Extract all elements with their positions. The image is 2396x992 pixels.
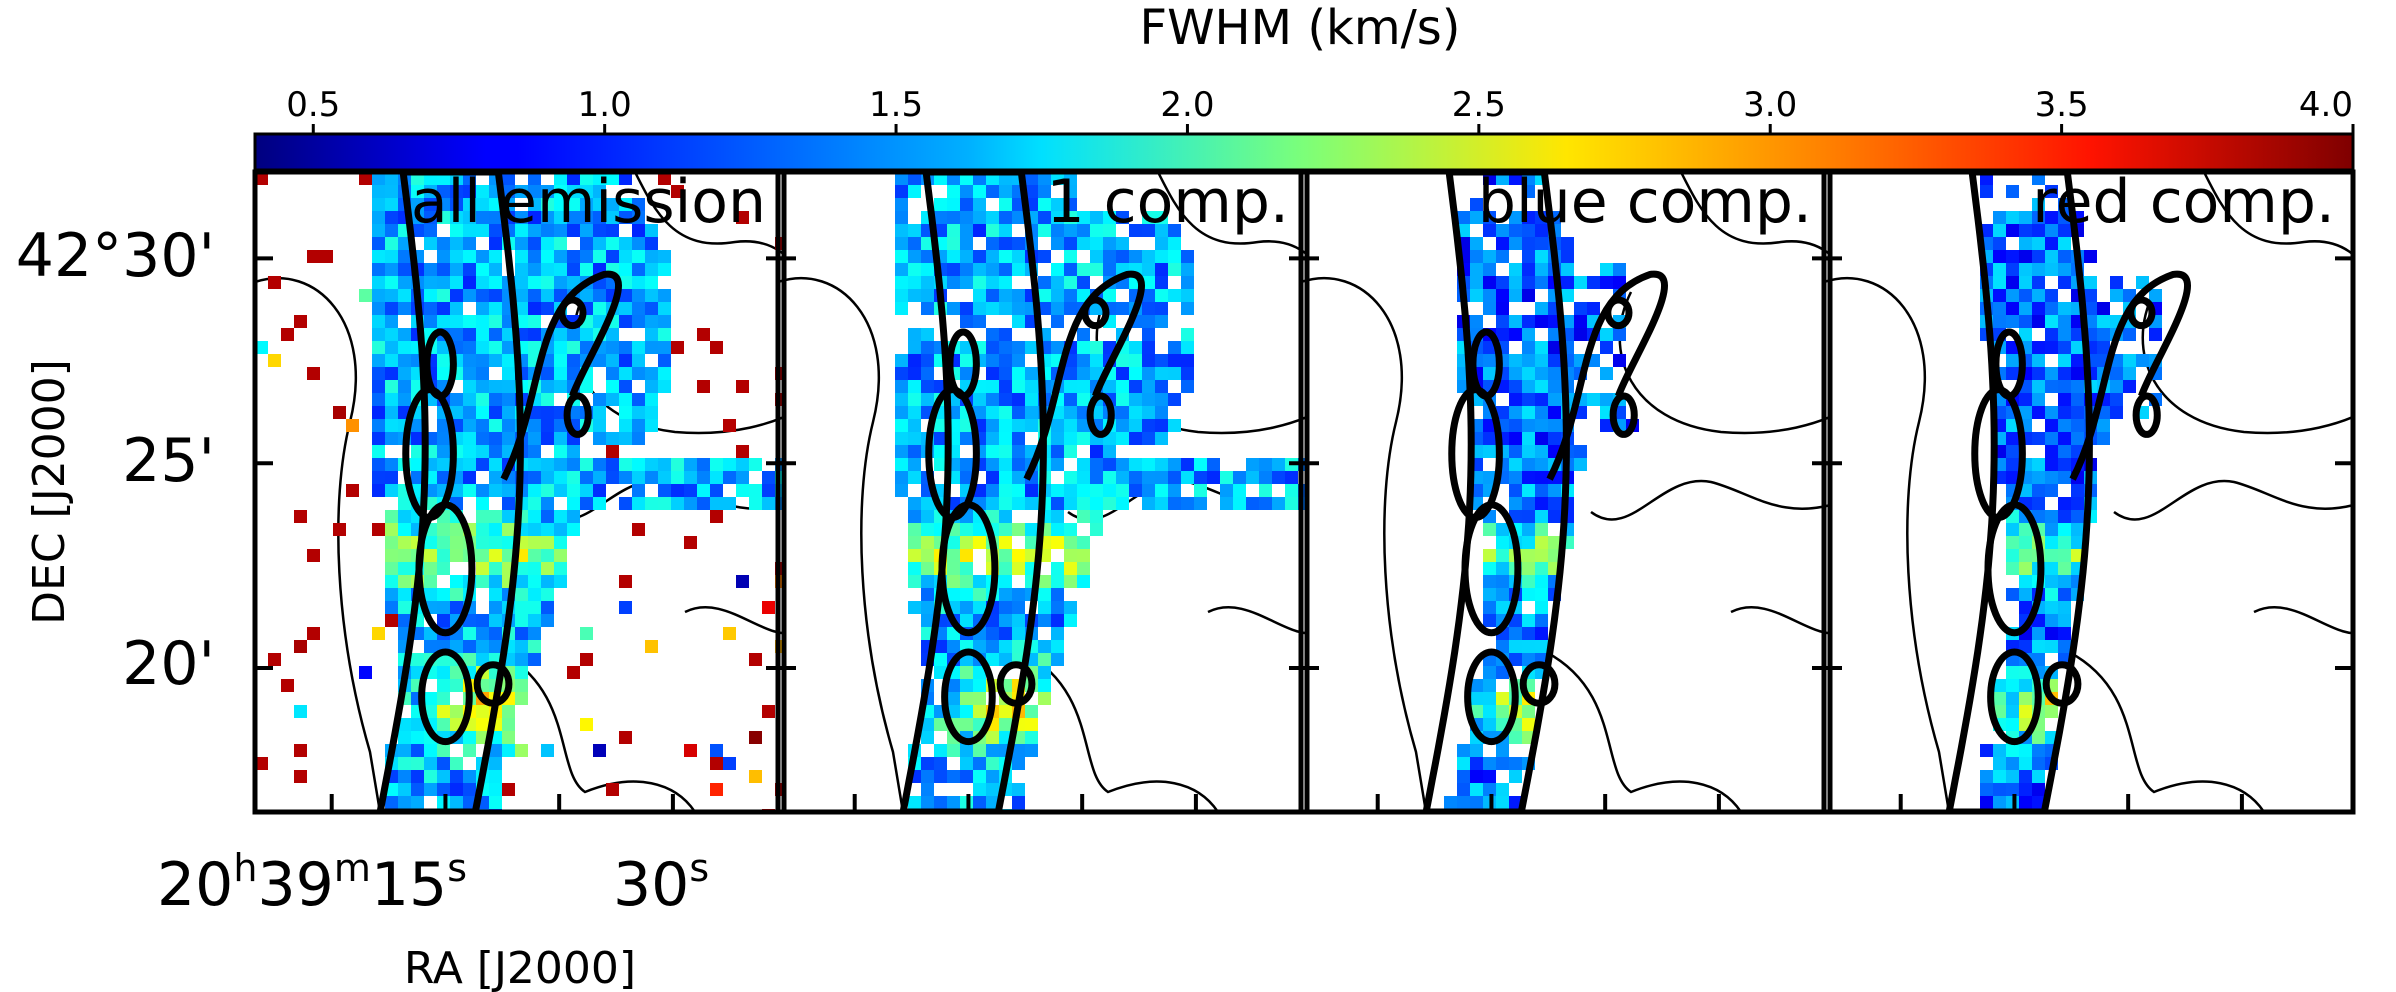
svg-text:30s: 30s <box>613 846 709 920</box>
colorbar-tick-label: 0.5 <box>286 85 340 125</box>
colorbar-label: FWHM (km/s) <box>1139 0 1460 56</box>
y-tick-label-30: 42°30' <box>16 221 215 291</box>
low-level-contours <box>1301 172 1830 812</box>
colorbar-tick-label: 2.0 <box>1160 85 1214 125</box>
colorbar-ticks: 0.5 1.0 1.5 2.0 2.5 3.0 3.5 4.0 <box>286 85 2355 134</box>
y-tick-label-20: 20' <box>122 629 215 699</box>
x-axis-label: RA [J2000] <box>404 943 636 992</box>
colorbar-tick-label: 2.5 <box>1452 85 1506 125</box>
low-level-contours <box>1824 172 2353 812</box>
panel-frame <box>1298 169 1833 815</box>
panel-frame <box>1821 169 2356 815</box>
high-level-contours <box>1422 172 1668 812</box>
panel-frame <box>775 169 1310 815</box>
colorbar-gradient <box>253 132 2355 172</box>
high-level-contours <box>899 172 1145 812</box>
colorbar-tick-label: 1.0 <box>578 85 632 125</box>
high-level-contours <box>1945 172 2191 812</box>
panel-title: 1 comp. <box>1046 167 1289 237</box>
panel-ticks <box>1824 256 2353 812</box>
fwhm-pixel-map <box>895 172 1307 812</box>
y-axis-label: DEC [J2000] <box>24 359 75 625</box>
panel-title: red comp. <box>2032 167 2335 237</box>
map-panels: all emission 1 comp. blue comp. red comp. <box>252 167 2356 815</box>
map-panel: blue comp. <box>1298 167 1833 815</box>
panel-frame <box>252 169 787 815</box>
colorbar-tick-label: 1.5 <box>869 85 923 125</box>
panel-title: blue comp. <box>1478 167 1812 237</box>
colorbar-tick-label: 4.0 <box>2299 85 2353 125</box>
colorbar-tick-label: 3.5 <box>2035 85 2089 125</box>
svg-text:20h39m15s: 20h39m15s <box>157 846 467 920</box>
map-panel: all emission <box>252 167 787 815</box>
map-panel: 1 comp. <box>775 167 1310 815</box>
y-tick-label-25: 25' <box>122 426 215 496</box>
high-level-contours <box>376 172 622 812</box>
map-panel: red comp. <box>1821 167 2356 815</box>
colorbar-tick-label: 3.0 <box>1743 85 1797 125</box>
panel-title: all emission <box>411 167 766 237</box>
panel-ticks <box>778 256 1307 812</box>
x-tick-label-1: 20h39m15s <box>157 846 467 920</box>
x-tick-label-2: 30s <box>613 846 709 920</box>
colorbar: 0.5 1.0 1.5 2.0 2.5 3.0 3.5 4.0 <box>253 85 2355 172</box>
